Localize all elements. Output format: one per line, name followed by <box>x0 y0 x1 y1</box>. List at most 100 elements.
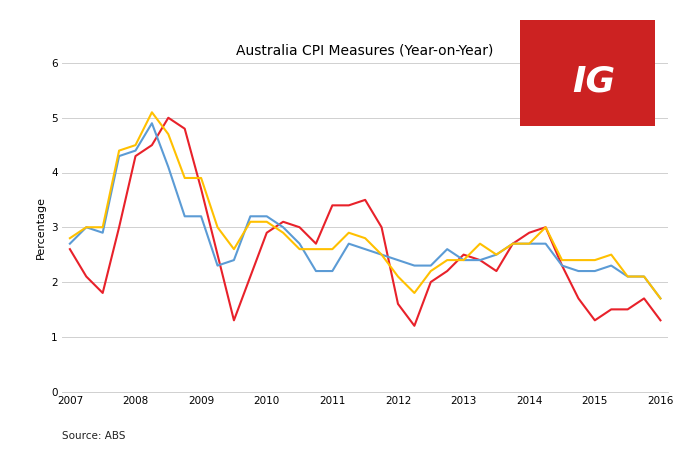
Headline <box>312 241 320 247</box>
Weighted Mean <box>640 274 648 279</box>
Trimmed Mean <box>296 241 304 247</box>
Y-axis label: Percentage: Percentage <box>36 196 45 259</box>
Headline <box>115 225 123 230</box>
Headline <box>575 296 583 301</box>
Headline <box>624 307 632 312</box>
Trimmed Mean <box>443 247 451 252</box>
Weighted Mean <box>410 290 418 296</box>
Trimmed Mean <box>147 121 156 126</box>
Weighted Mean <box>164 131 172 137</box>
Trimmed Mean <box>312 268 320 274</box>
Headline <box>246 274 254 279</box>
Weighted Mean <box>181 176 189 181</box>
Headline <box>328 202 336 208</box>
Weighted Mean <box>230 247 238 252</box>
Headline <box>607 307 615 312</box>
Headline <box>230 318 238 323</box>
Headline <box>263 230 271 235</box>
Headline <box>426 279 435 285</box>
Trimmed Mean <box>542 241 550 247</box>
Trimmed Mean <box>426 263 435 268</box>
Trimmed Mean <box>460 257 468 263</box>
Trimmed Mean <box>164 164 172 170</box>
Weighted Mean <box>296 247 304 252</box>
Trimmed Mean <box>508 241 517 247</box>
Title: Australia CPI Measures (Year-on-Year): Australia CPI Measures (Year-on-Year) <box>236 44 494 58</box>
Headline <box>640 296 648 301</box>
Trimmed Mean <box>624 274 632 279</box>
Trimmed Mean <box>640 274 648 279</box>
Headline <box>344 202 353 208</box>
Weighted Mean <box>328 247 336 252</box>
Weighted Mean <box>99 225 107 230</box>
Weighted Mean <box>624 274 632 279</box>
FancyBboxPatch shape <box>520 20 655 126</box>
Weighted Mean <box>246 219 254 225</box>
Headline <box>197 186 205 192</box>
Trimmed Mean <box>657 296 665 301</box>
Weighted Mean <box>263 219 271 225</box>
Weighted Mean <box>378 252 386 257</box>
Trimmed Mean <box>378 252 386 257</box>
Headline <box>542 225 550 230</box>
Headline <box>65 247 74 252</box>
Weighted Mean <box>492 252 500 257</box>
Trimmed Mean <box>590 268 599 274</box>
Trimmed Mean <box>558 263 566 268</box>
Trimmed Mean <box>230 257 238 263</box>
Weighted Mean <box>147 110 156 115</box>
Headline <box>590 318 599 323</box>
Weighted Mean <box>558 257 566 263</box>
Trimmed Mean <box>279 225 287 230</box>
Trimmed Mean <box>263 214 271 219</box>
Weighted Mean <box>460 257 468 263</box>
Headline <box>132 153 140 159</box>
Headline <box>378 225 386 230</box>
Trimmed Mean <box>344 241 353 247</box>
Trimmed Mean <box>181 214 189 219</box>
Headline <box>214 252 222 257</box>
Weighted Mean <box>508 241 517 247</box>
Weighted Mean <box>542 225 550 230</box>
Weighted Mean <box>607 252 615 257</box>
Trimmed Mean <box>607 263 615 268</box>
Headline <box>164 115 172 121</box>
Headline <box>147 142 156 148</box>
Trimmed Mean <box>65 241 74 247</box>
Headline <box>394 301 402 306</box>
Headline <box>476 257 484 263</box>
Headline <box>492 268 500 274</box>
Weighted Mean <box>657 296 665 301</box>
Text: Source: ABS: Source: ABS <box>62 431 125 441</box>
Weighted Mean <box>443 257 451 263</box>
Headline <box>99 290 107 296</box>
Headline <box>558 263 566 268</box>
Weighted Mean <box>279 230 287 235</box>
Weighted Mean <box>197 176 205 181</box>
Headline <box>410 323 418 328</box>
Headline <box>181 126 189 131</box>
Trimmed Mean <box>492 252 500 257</box>
Trimmed Mean <box>82 225 90 230</box>
Weighted Mean <box>132 142 140 148</box>
Headline <box>82 274 90 279</box>
Headline <box>361 197 369 202</box>
Headline <box>279 219 287 225</box>
Line: Trimmed Mean: Trimmed Mean <box>70 123 661 298</box>
Weighted Mean <box>361 235 369 241</box>
Trimmed Mean <box>410 263 418 268</box>
Trimmed Mean <box>394 257 402 263</box>
Trimmed Mean <box>246 214 254 219</box>
Headline <box>657 318 665 323</box>
Weighted Mean <box>590 257 599 263</box>
Headline <box>443 268 451 274</box>
Headline <box>525 230 533 235</box>
Weighted Mean <box>575 257 583 263</box>
Trimmed Mean <box>361 247 369 252</box>
Weighted Mean <box>394 274 402 279</box>
Trimmed Mean <box>132 148 140 153</box>
Headline <box>296 225 304 230</box>
Weighted Mean <box>525 241 533 247</box>
Trimmed Mean <box>197 214 205 219</box>
Weighted Mean <box>82 225 90 230</box>
